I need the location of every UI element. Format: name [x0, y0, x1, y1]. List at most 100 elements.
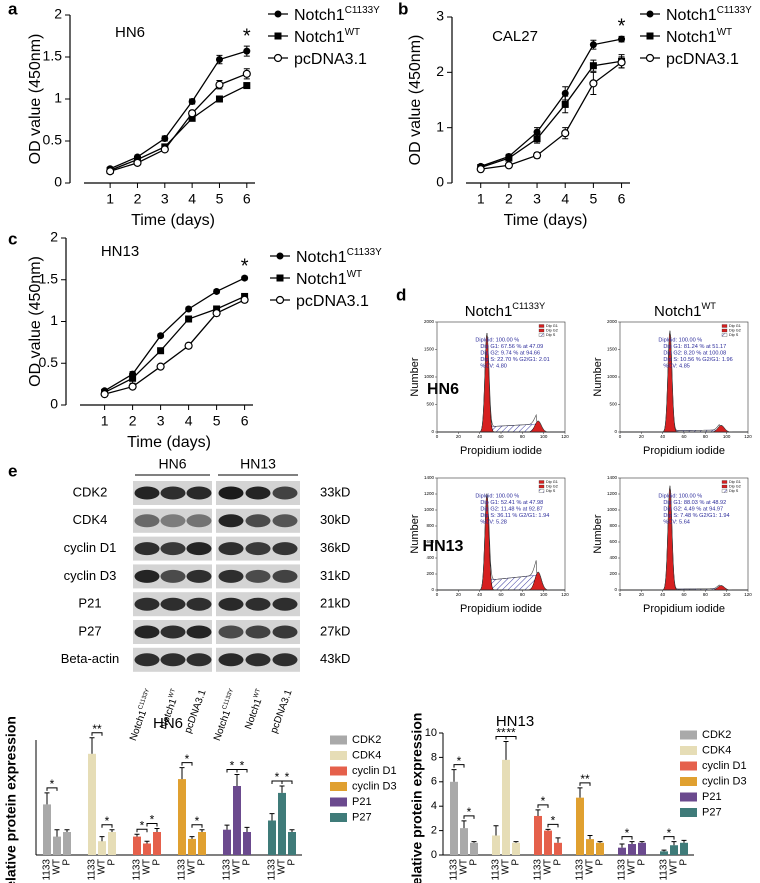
x-tick-label: 100 — [723, 592, 731, 597]
bar-label: 1133 — [42, 859, 53, 881]
label-name: Notch1 — [296, 249, 347, 266]
y-axis-label: Number — [409, 514, 421, 553]
legend-entry: Dip G2 — [729, 485, 741, 489]
marker — [188, 109, 197, 118]
bar-label: WT — [232, 859, 243, 875]
marker — [533, 135, 541, 143]
bar — [108, 832, 116, 855]
legend-swatch — [680, 777, 697, 786]
y-tick-label: 1400 — [607, 475, 618, 480]
bar — [460, 828, 468, 855]
significance-bracket — [547, 823, 559, 828]
label-name: Notch1 — [294, 7, 345, 24]
y-tick-label: 0 — [50, 396, 58, 412]
series-line — [480, 61, 622, 170]
y-tick-label: 1000 — [424, 507, 435, 512]
x-tick-label: 0 — [619, 434, 622, 439]
lane-label: Notch1WT — [241, 687, 267, 730]
size-label: 30kD — [320, 512, 350, 527]
marker — [185, 315, 193, 323]
row-label: HN6 — [427, 381, 459, 398]
band — [134, 542, 160, 556]
error-bar — [577, 787, 583, 798]
y-tick-label: 800 — [426, 523, 434, 528]
band — [245, 653, 271, 667]
label-name: Notch1 — [296, 271, 347, 288]
legend-swatch — [721, 324, 728, 328]
bar-label: P — [287, 859, 298, 866]
x-tick-label: 20 — [639, 434, 645, 439]
error-bar — [154, 828, 160, 832]
error-bar — [681, 839, 687, 843]
bar-label: 1133 — [659, 859, 670, 881]
legend-entry: Dip S — [729, 333, 739, 337]
label-superscript: WT — [702, 301, 717, 311]
marker — [213, 287, 221, 295]
legend-entry: Notch1WT — [666, 27, 732, 46]
series-line — [104, 277, 245, 392]
legend-entry: Notch1WT — [296, 269, 362, 288]
stat-line: Dip G2: 11.48 % at 92.87 — [480, 506, 542, 512]
marker — [184, 341, 193, 350]
bar-label: 1133 — [617, 859, 628, 881]
legend-entry: Dip G2 — [729, 329, 741, 333]
band — [160, 514, 186, 528]
y-tick-label: 2000 — [424, 319, 435, 324]
x-axis-label: Propidium iodide — [643, 603, 725, 615]
legend-swatch — [680, 761, 697, 771]
error-bar — [99, 836, 105, 842]
error-bar — [134, 833, 140, 837]
y-tick-label: 2 — [431, 825, 437, 837]
stat-line: Diploid: 100.00 % — [658, 337, 702, 343]
cell-header: HN6 — [158, 456, 186, 472]
row-label: Beta-actin — [61, 651, 120, 666]
legend-entry: Notch1C1133Y — [666, 5, 752, 24]
x-tick-label: 80 — [520, 434, 526, 439]
x-tick-label: 100 — [540, 592, 548, 597]
x-tick-label: 100 — [723, 434, 731, 439]
y-tick-label: 3 — [436, 8, 444, 24]
band — [218, 542, 244, 556]
label-superscript: C1133Y — [717, 5, 752, 16]
size-label: 43kD — [320, 651, 350, 666]
y-axis-label: Relative protein expression — [409, 713, 425, 883]
bar-label: P — [469, 859, 480, 866]
error-bar — [244, 826, 250, 832]
band — [245, 486, 271, 500]
marker — [240, 295, 249, 304]
x-tick-label: 100 — [540, 434, 548, 439]
legend-entry: Dip S — [729, 489, 739, 493]
y-tick-label: 0 — [431, 849, 437, 861]
significance-bracket — [146, 823, 158, 827]
x-tick-label: 6 — [618, 191, 626, 207]
significance-bracket — [621, 836, 633, 840]
marker — [185, 305, 193, 313]
label-name: pcDNA3.1 — [268, 688, 294, 735]
label-superscript: WT — [347, 269, 362, 280]
bar — [450, 781, 458, 855]
label-superscript: C1133Y — [221, 688, 235, 711]
legend-swatch — [330, 782, 347, 791]
legend-swatch — [680, 808, 697, 817]
bar — [63, 832, 71, 855]
y-axis-label: OD value (450nm) — [27, 256, 44, 387]
size-label: 27kD — [320, 623, 350, 638]
x-tick-label: 80 — [703, 592, 709, 597]
error-bar — [555, 837, 561, 843]
marker — [275, 295, 285, 305]
error-bar — [179, 767, 185, 780]
stat-line: Dip S: 10.56 % G2/G1: 1.96 — [663, 357, 732, 363]
chart-title: CAL27 — [492, 28, 538, 45]
panel-letter: a — [8, 0, 18, 18]
bar — [223, 829, 231, 855]
legend-entry: Notch1C1133Y — [294, 5, 380, 24]
error-bar — [144, 840, 150, 844]
bar — [243, 832, 251, 855]
significance-bracket — [236, 769, 248, 773]
marker — [617, 58, 626, 67]
significance-label: * — [150, 813, 155, 827]
marker — [188, 114, 196, 122]
marker — [188, 98, 196, 106]
series-line — [480, 60, 622, 169]
band — [245, 514, 271, 528]
